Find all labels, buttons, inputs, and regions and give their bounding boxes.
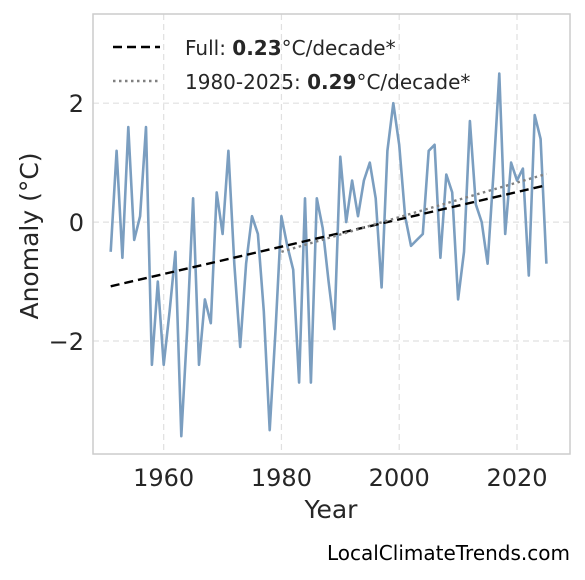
legend-label-suffix: °C/decade* [356, 70, 470, 94]
x-tick-label: 1960 [133, 464, 194, 492]
legend-label-prefix: 1980-2025: [185, 70, 307, 94]
recent-trend-line [281, 172, 547, 253]
anomaly-series-line [109, 72, 548, 438]
legend-label-suffix: °C/decade* [282, 36, 396, 60]
x-tick-label: 2000 [369, 464, 430, 492]
legend-label: 1980-2025: 0.29°C/decade* [185, 70, 470, 94]
x-tick-label: 2020 [486, 464, 547, 492]
full-trend-line [110, 184, 547, 288]
x-tick-label: 1980 [251, 464, 312, 492]
legend: Full: 0.23°C/decade*1980-2025: 0.29°C/de… [113, 36, 470, 94]
y-tick-label: −2 [49, 328, 84, 356]
y-tick-label: 2 [69, 90, 84, 118]
tick-labels: 1960 1980 2000 2020 −2 0 2 [49, 90, 548, 492]
y-tick-label: 0 [69, 209, 84, 237]
watermark-text: LocalClimateTrends.com [327, 541, 570, 565]
legend-label-prefix: Full: [185, 36, 232, 60]
plot-frame [92, 13, 571, 455]
y-axis-title: Anomaly (°C) [15, 152, 44, 319]
legend-trend-value: 0.23 [232, 36, 281, 60]
legend-trend-value: 0.29 [307, 70, 356, 94]
series-layer [109, 72, 548, 438]
x-axis-title: Year [304, 495, 359, 524]
legend-label: Full: 0.23°C/decade* [185, 36, 396, 60]
